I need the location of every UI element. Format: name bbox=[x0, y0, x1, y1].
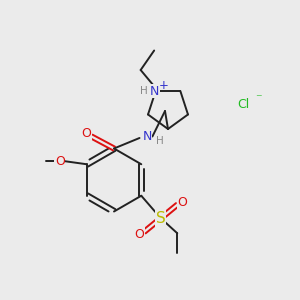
Text: H: H bbox=[140, 86, 148, 96]
Text: +: + bbox=[159, 79, 169, 92]
Text: Cl: Cl bbox=[237, 98, 249, 112]
Text: O: O bbox=[134, 228, 144, 241]
Text: O: O bbox=[81, 127, 91, 140]
Text: H: H bbox=[156, 136, 164, 146]
Text: N: N bbox=[142, 130, 152, 143]
Text: N: N bbox=[149, 85, 159, 98]
Text: S: S bbox=[156, 211, 166, 226]
Text: ⁻: ⁻ bbox=[255, 92, 262, 106]
Text: O: O bbox=[55, 155, 65, 168]
Text: O: O bbox=[178, 196, 188, 209]
